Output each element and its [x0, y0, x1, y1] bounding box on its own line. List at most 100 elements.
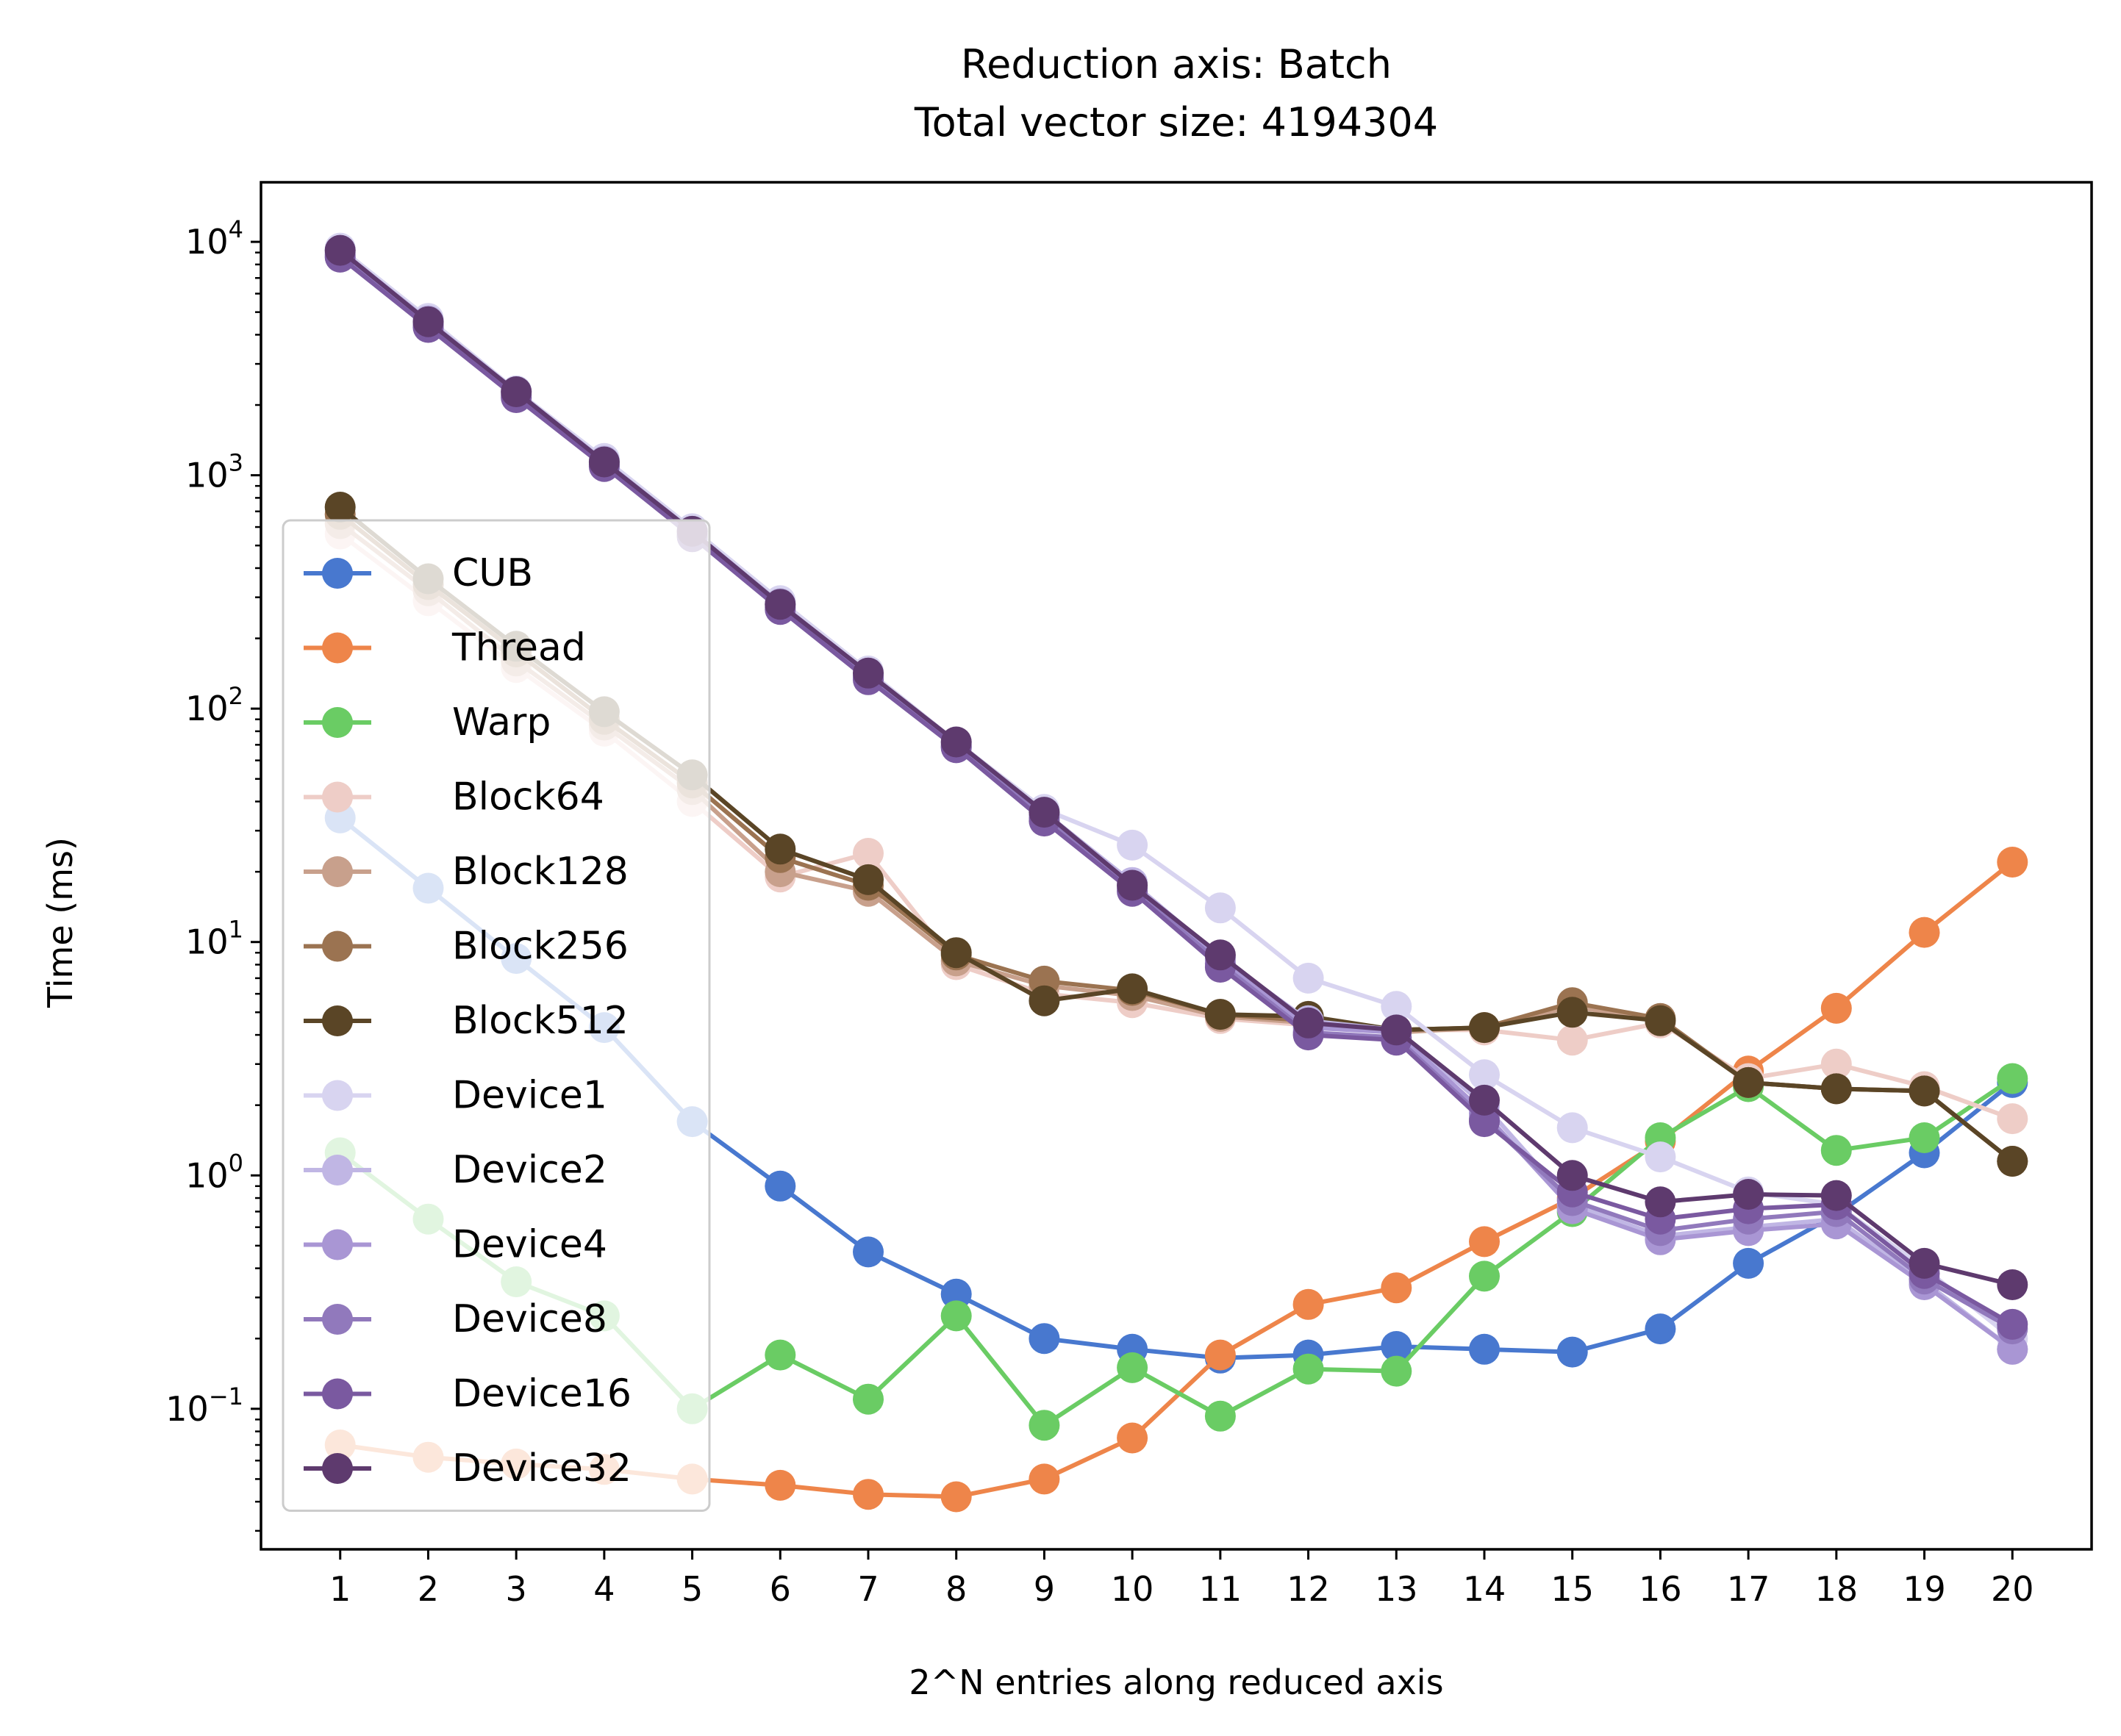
data-point — [940, 937, 972, 969]
legend-label: Thread — [451, 626, 586, 670]
legend-marker — [322, 558, 353, 589]
data-point — [1029, 1323, 1060, 1355]
data-point — [1469, 1059, 1500, 1091]
legend-marker — [322, 1229, 353, 1260]
y-tick-label: 101 — [185, 916, 243, 962]
legend-entry: Warp — [304, 700, 551, 745]
data-point — [853, 864, 884, 895]
legend-label: Device2 — [452, 1148, 607, 1192]
data-point — [1733, 1179, 1764, 1210]
data-point — [1645, 1186, 1676, 1218]
data-point — [1381, 1355, 1412, 1387]
legend-label: Block64 — [452, 775, 604, 819]
data-point — [1204, 892, 1236, 924]
legend-marker — [322, 632, 353, 664]
legend-label: Block128 — [452, 850, 629, 894]
legend-entry: Device8 — [304, 1297, 607, 1341]
y-tick-label: 100 — [185, 1149, 243, 1195]
legend-marker — [322, 781, 353, 813]
legend-marker — [322, 1378, 353, 1410]
data-point — [1909, 917, 1940, 948]
x-tick-label: 19 — [1903, 1569, 1946, 1609]
legend-entry: Device16 — [304, 1372, 632, 1416]
x-tick-label: 14 — [1463, 1569, 1506, 1609]
data-point — [765, 1170, 796, 1202]
data-point — [940, 726, 972, 758]
x-tick-label: 16 — [1639, 1569, 1682, 1609]
legend-label: CUB — [452, 551, 533, 595]
data-point — [940, 1278, 972, 1310]
legend-label: Device16 — [452, 1372, 632, 1416]
data-point — [1556, 997, 1588, 1028]
data-point — [1117, 829, 1148, 861]
legend-label: Device4 — [452, 1223, 607, 1267]
x-tick-label: 13 — [1375, 1569, 1418, 1609]
data-point — [1645, 1141, 1676, 1173]
data-point — [1820, 992, 1852, 1024]
data-point — [853, 1383, 884, 1415]
data-point — [1381, 1331, 1412, 1362]
data-point — [1469, 1106, 1500, 1138]
legend-entry: Block256 — [304, 925, 629, 969]
data-point — [1029, 1463, 1060, 1495]
legend-entry: Thread — [304, 626, 586, 670]
data-point — [1381, 1014, 1412, 1046]
x-tick-label: 5 — [682, 1569, 703, 1609]
x-tick-label: 1 — [329, 1569, 351, 1609]
data-point — [765, 589, 796, 620]
series-device32 — [324, 234, 2028, 1300]
data-point — [1469, 1260, 1500, 1292]
legend-label: Block256 — [452, 925, 629, 969]
data-point — [1997, 1308, 2028, 1340]
data-point — [1469, 1226, 1500, 1258]
data-point — [588, 446, 620, 478]
legend-label: Device1 — [452, 1074, 607, 1118]
data-point — [1820, 1073, 1852, 1105]
x-tick-label: 3 — [506, 1569, 527, 1609]
x-tick-label: 20 — [1991, 1569, 2034, 1609]
data-point — [412, 306, 444, 337]
plot-frame — [260, 181, 2093, 1551]
data-point — [1204, 1400, 1236, 1432]
data-point — [501, 376, 532, 407]
legend-marker — [322, 1005, 353, 1036]
legend-marker — [322, 1304, 353, 1335]
data-point — [1292, 962, 1324, 994]
data-point — [1469, 1012, 1500, 1044]
x-tick-label: 9 — [1034, 1569, 1055, 1609]
data-point — [1469, 1333, 1500, 1365]
data-point — [1292, 1288, 1324, 1320]
x-tick-label: 11 — [1199, 1569, 1242, 1609]
legend-entry: Block64 — [304, 775, 604, 819]
data-point — [1556, 1025, 1588, 1056]
x-tick-label: 12 — [1287, 1569, 1330, 1609]
x-tick-label: 7 — [857, 1569, 879, 1609]
data-point — [1997, 1103, 2028, 1135]
legend-entry: CUB — [304, 551, 533, 595]
data-point — [1820, 1135, 1852, 1166]
y-tick-label: 10−1 — [165, 1382, 243, 1429]
data-point — [1381, 991, 1412, 1022]
data-point — [1556, 1112, 1588, 1144]
data-point — [765, 1339, 796, 1371]
data-point — [1645, 1313, 1676, 1345]
data-point — [1469, 1084, 1500, 1116]
data-point — [1381, 1272, 1412, 1304]
x-tick-label: 2 — [418, 1569, 439, 1609]
data-point — [1909, 1075, 1940, 1107]
data-point — [1909, 1122, 1940, 1153]
legend: CUB Thread Warp Block64 Block128 Block256 Bloc… — [282, 519, 711, 1512]
x-tick-label: 18 — [1815, 1569, 1859, 1609]
data-point — [1909, 1247, 1940, 1279]
data-point — [1204, 939, 1236, 971]
legend-entry: Device32 — [304, 1446, 632, 1491]
legend-marker — [322, 856, 353, 887]
data-point — [940, 1481, 972, 1513]
data-point — [765, 833, 796, 865]
data-point — [1117, 973, 1148, 1005]
legend-marker — [322, 1155, 353, 1186]
y-tick-label: 104 — [185, 215, 243, 262]
y-tick-label: 103 — [185, 449, 243, 495]
